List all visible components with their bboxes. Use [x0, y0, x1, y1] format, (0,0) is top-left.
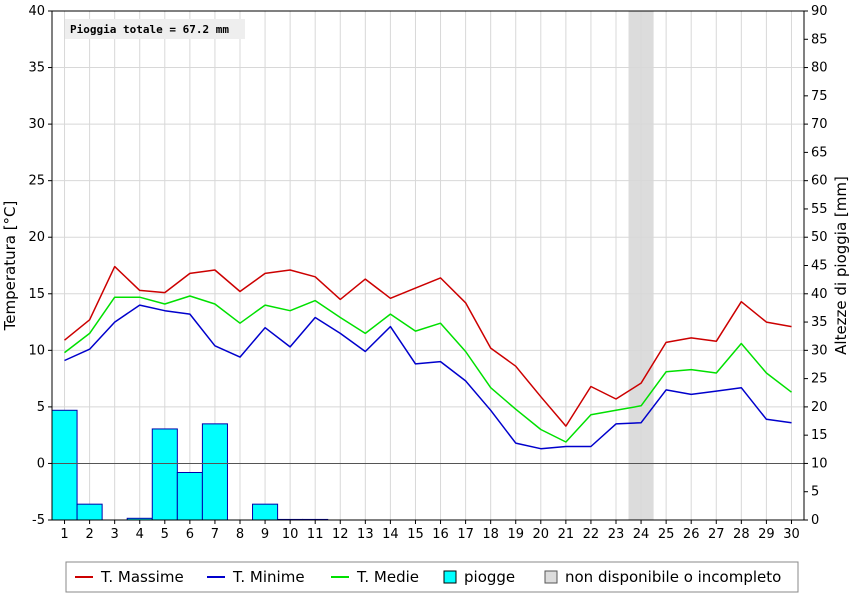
x-tick-label: 2	[85, 527, 93, 542]
x-tick-label: 23	[608, 527, 625, 542]
x-tick-label: 29	[758, 527, 775, 542]
legend-frame	[65, 561, 799, 593]
x-tick-label: 1	[60, 527, 68, 542]
rain-bar	[76, 503, 103, 521]
left-tick-label: 0	[37, 456, 45, 471]
legend: T. Massime T. Minime T. Medie piogge non dis…	[65, 561, 799, 593]
left-tick-label: 30	[28, 117, 45, 132]
rain-bar	[51, 409, 78, 521]
series-line-max	[64, 265, 792, 427]
x-tick-label: 12	[332, 527, 349, 542]
left-tick-label: 15	[28, 287, 45, 302]
x-tick-label: 4	[136, 527, 144, 542]
x-tick-label: 17	[457, 527, 474, 542]
x-tick-label: 8	[236, 527, 244, 542]
x-tick-label: 15	[407, 527, 424, 542]
rain-total-annotation: Pioggia totale = 67.2 mm	[70, 23, 229, 36]
x-tick-label: 30	[783, 527, 800, 542]
series-line-min	[64, 304, 792, 450]
right-tick-label: 70	[811, 117, 828, 132]
legend-label-unavailable: non disponibile o incompleto	[565, 568, 781, 586]
left-tick-label: -5	[32, 513, 45, 528]
y-axis-title-left: Temperatura [°C]	[1, 201, 19, 332]
x-tick-label: 7	[211, 527, 219, 542]
left-tick-label: 25	[28, 174, 45, 189]
right-tick-label: 0	[811, 513, 819, 528]
left-tick-label: 20	[28, 230, 45, 245]
right-tick-label: 75	[811, 89, 828, 104]
right-tick-label: 35	[811, 315, 828, 330]
x-tick-label: 22	[583, 527, 600, 542]
x-tick-label: 26	[683, 527, 700, 542]
legend-label-max: T. Massime	[100, 568, 184, 586]
right-tick-label: 45	[811, 259, 828, 274]
left-axis-ticks: -5 0 5 10 15 20 25 30 35 40	[28, 4, 52, 528]
right-tick-label: 65	[811, 145, 828, 160]
x-tick-label: 3	[111, 527, 119, 542]
x-tick-label: 13	[357, 527, 374, 542]
x-tick-label: 24	[633, 527, 650, 542]
legend-swatch-unavailable	[544, 570, 558, 584]
x-tick-label: 20	[533, 527, 550, 542]
right-tick-label: 15	[811, 428, 828, 443]
right-tick-label: 85	[811, 32, 828, 47]
x-axis-ticks: 1 2 3 4 5 6 7 8 9 10 11 12 13 14 15 16 17 18 19 20 21 22 23 24 2…	[60, 520, 800, 542]
x-tick-label: 5	[161, 527, 169, 542]
grid-lines	[52, 10, 804, 521]
rain-total-box	[65, 19, 245, 39]
x-tick-label: 9	[261, 527, 269, 542]
x-tick-label: 10	[282, 527, 299, 542]
x-tick-label: 16	[432, 527, 449, 542]
right-tick-label: 55	[811, 202, 828, 217]
right-tick-label: 20	[811, 400, 828, 415]
left-tick-label: 10	[28, 343, 45, 358]
legend-swatch-rain	[443, 570, 457, 584]
x-tick-label: 25	[658, 527, 675, 542]
series-line-mean	[64, 295, 792, 443]
x-tick-label: 11	[307, 527, 324, 542]
left-tick-label: 40	[28, 4, 45, 19]
series-lines	[64, 265, 792, 450]
right-tick-label: 40	[811, 287, 828, 302]
x-tick-label: 21	[558, 527, 575, 542]
right-tick-label: 30	[811, 343, 828, 358]
right-tick-label: 25	[811, 372, 828, 387]
legend-label-mean: T. Medie	[356, 568, 419, 586]
rain-bars	[51, 409, 329, 521]
x-tick-label: 14	[382, 527, 399, 542]
x-tick-label: 27	[708, 527, 725, 542]
x-tick-label: 18	[482, 527, 499, 542]
right-tick-label: 10	[811, 456, 828, 471]
rain-bar	[201, 423, 228, 521]
right-tick-label: 5	[811, 485, 819, 500]
right-axis-ticks: 0 5 10 15 20 25 30 35 40 45 50 55 60 65 70 75 80 85 90	[804, 4, 828, 528]
right-tick-label: 60	[811, 174, 828, 189]
left-tick-label: 5	[37, 400, 45, 415]
left-tick-label: 35	[28, 61, 45, 76]
right-tick-label: 50	[811, 230, 828, 245]
x-tick-label: 19	[507, 527, 524, 542]
rain-bar	[176, 471, 203, 521]
rain-bar	[151, 428, 178, 521]
y-axis-title-right: Altezze di pioggia [mm]	[832, 176, 850, 355]
right-tick-label: 90	[811, 4, 828, 19]
legend-label-rain: piogge	[464, 568, 515, 586]
right-tick-label: 80	[811, 61, 828, 76]
rain-bar	[252, 503, 279, 521]
x-tick-label: 6	[186, 527, 194, 542]
x-tick-label: 28	[733, 527, 750, 542]
legend-label-min: T. Minime	[232, 568, 305, 586]
